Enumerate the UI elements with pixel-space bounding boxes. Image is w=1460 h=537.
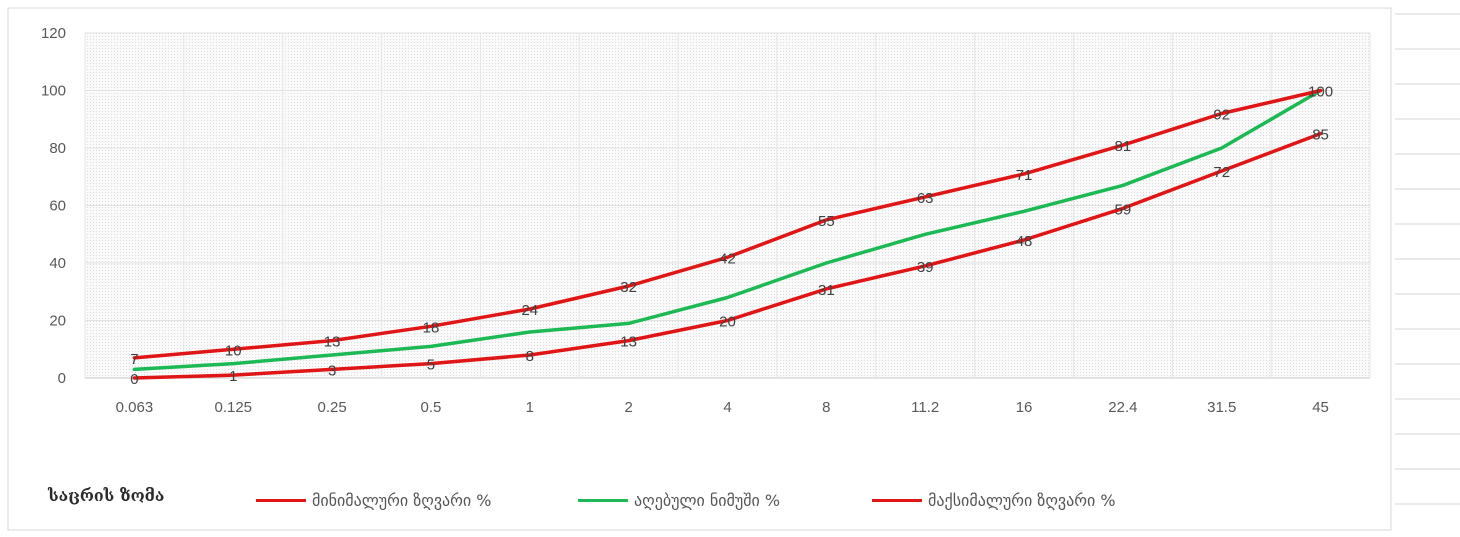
data-labels: 0 1 3 5813203139485972857101318243242556371… xyxy=(130,84,1333,389)
legend-swatch-min xyxy=(256,498,306,502)
x-axis-title: საცრის ზომა xyxy=(48,486,165,505)
data-label: 42 xyxy=(719,250,736,267)
y-tick-label: 120 xyxy=(41,25,66,42)
x-tick-label: 22.4 xyxy=(1108,399,1137,416)
x-tick-label: 0.063 xyxy=(116,399,154,416)
data-label: 59 xyxy=(1115,201,1132,218)
y-axis-ticks: 0 20 40 60 80 100 120 xyxy=(41,25,66,387)
series-lines xyxy=(132,88,1323,380)
data-label: 92 xyxy=(1213,107,1230,124)
x-tick-label: 0.125 xyxy=(214,399,252,416)
data-label: 85 xyxy=(1312,127,1329,144)
data-label: 39 xyxy=(917,259,934,276)
x-tick-label: 1 xyxy=(526,399,534,416)
data-label: 1 xyxy=(229,368,237,385)
y-tick-label: 100 xyxy=(41,83,66,100)
x-tick-label: 16 xyxy=(1016,399,1033,416)
x-tick-label: 8 xyxy=(822,399,830,416)
data-label: 31 xyxy=(818,282,835,299)
legend-item-max: მაქსიმალური ზღვარი % xyxy=(872,488,1116,512)
y-tick-label: 20 xyxy=(49,313,66,330)
data-label: 20 xyxy=(719,314,736,331)
x-tick-label: 11.2 xyxy=(911,399,939,416)
data-label: 24 xyxy=(521,302,538,319)
data-label: 18 xyxy=(423,319,440,336)
spreadsheet-row-lines xyxy=(1395,13,1460,505)
x-tick-label: 0.5 xyxy=(421,399,442,416)
y-tick-label: 80 xyxy=(49,140,66,157)
x-tick-label: 2 xyxy=(624,399,632,416)
data-label: 71 xyxy=(1016,167,1033,184)
legend-swatch-sample xyxy=(578,498,628,502)
x-tick-label: 0.25 xyxy=(318,399,347,416)
data-label: 13 xyxy=(620,334,637,351)
data-label: 3 xyxy=(328,362,336,379)
series-line-2 xyxy=(132,88,1323,360)
data-label: 0 xyxy=(130,371,138,388)
y-tick-label: 60 xyxy=(49,198,66,215)
data-label: 81 xyxy=(1115,138,1132,155)
x-tick-label: 45 xyxy=(1312,399,1329,416)
legend-label-min: მინიმალური ზღვარი % xyxy=(312,490,492,510)
data-label: 63 xyxy=(917,190,934,207)
legend-swatch-max xyxy=(872,498,922,502)
legend-label-max: მაქსიმალური ზღვარი % xyxy=(928,490,1116,510)
legend-item-sample: აღებული ნიმუში % xyxy=(578,488,780,512)
data-label: 10 xyxy=(225,342,242,359)
data-label: 48 xyxy=(1016,233,1033,250)
x-tick-label: 4 xyxy=(723,399,731,416)
series-line-1 xyxy=(132,88,1323,372)
data-label: 100 xyxy=(1308,84,1333,101)
y-tick-label: 0 xyxy=(58,370,66,387)
legend-label-sample: აღებული ნიმუში % xyxy=(634,490,781,510)
data-label: 72 xyxy=(1213,164,1230,181)
data-label: 13 xyxy=(324,334,341,351)
data-label: 5 xyxy=(427,357,435,374)
data-label: 7 xyxy=(130,351,138,368)
data-label: 8 xyxy=(526,348,534,365)
gridlines xyxy=(84,32,1371,379)
series-line-0 xyxy=(132,131,1323,380)
data-label: 55 xyxy=(818,213,835,230)
x-axis-ticks: 0.063 0.125 0.25 0.5 1 2 4 8 11.2 16 22.4 31.5 45 xyxy=(116,399,1329,416)
y-tick-label: 40 xyxy=(49,255,66,272)
legend-item-min: მინიმალური ზღვარი % xyxy=(256,488,491,512)
data-label: 32 xyxy=(620,279,637,296)
x-tick-label: 31.5 xyxy=(1207,399,1236,416)
